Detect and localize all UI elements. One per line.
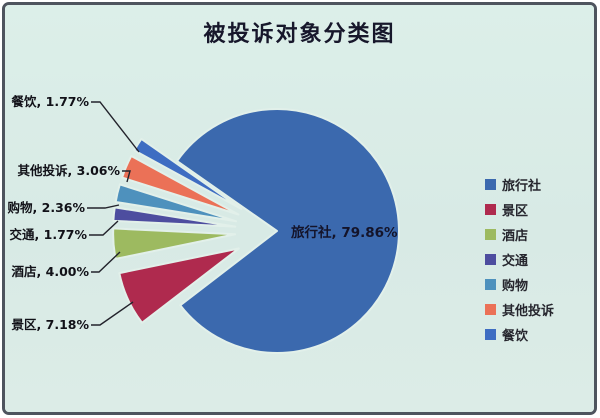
pie-slice-4 bbox=[114, 183, 238, 223]
leader-line-2 bbox=[91, 251, 121, 273]
leader-line-5 bbox=[122, 170, 131, 183]
slice-callout-label-4: 购物, 2.36% bbox=[8, 200, 86, 215]
legend-label: 旅行社 bbox=[502, 179, 542, 194]
legend-label: 交通 bbox=[502, 254, 529, 269]
slice-callout-label-5: 其他投诉, 3.06% bbox=[18, 163, 121, 178]
chart-title: 被投诉对象分类图 bbox=[203, 22, 396, 47]
leader-line-6 bbox=[91, 101, 140, 153]
legend-item-catering: 餐饮 bbox=[485, 322, 554, 347]
chart-panel: 被投诉对象分类图 景区, 7.18% 酒店, 4.00% 交通, 1.77% 购物, … bbox=[2, 2, 597, 415]
legend-item-transport: 交通 bbox=[485, 247, 554, 272]
legend-item-travel-agency: 旅行社 bbox=[485, 172, 554, 197]
slice-callout-label-6: 餐饮, 1.77% bbox=[11, 94, 90, 109]
legend: 旅行社 景区 酒店 交通 购物 其他投诉 bbox=[485, 172, 554, 347]
legend-item-scenic-area: 景区 bbox=[485, 197, 554, 222]
pie-slice-1 bbox=[118, 247, 240, 324]
pie-chart-svg: 景区, 7.18% 酒店, 4.00% 交通, 1.77% 购物, 2.36% 其他投诉… bbox=[8, 94, 400, 354]
slice-callout-label-1: 景区, 7.18% bbox=[12, 317, 90, 332]
pie-slice-6 bbox=[133, 137, 243, 210]
leader-line-4 bbox=[87, 204, 120, 209]
legend-label: 景区 bbox=[502, 204, 529, 219]
slice-inside-label-0: 旅行社, 79.86% bbox=[291, 224, 398, 241]
legend-label: 餐饮 bbox=[502, 329, 529, 344]
legend-label: 酒店 bbox=[502, 229, 529, 244]
pie-slice-3 bbox=[112, 206, 237, 228]
legend-item-hotel: 酒店 bbox=[485, 222, 554, 247]
legend-item-shopping: 购物 bbox=[485, 272, 554, 297]
pie-layer bbox=[112, 108, 400, 354]
legend-swatch-icon bbox=[485, 204, 496, 215]
legend-swatch-icon bbox=[485, 279, 496, 290]
leader-line-1 bbox=[91, 301, 134, 326]
slice-callout-label-2: 酒店, 4.00% bbox=[12, 264, 90, 279]
legend-swatch-icon bbox=[485, 329, 496, 340]
legend-swatch-icon bbox=[485, 229, 496, 240]
legend-swatch-icon bbox=[485, 254, 496, 265]
legend-label: 购物 bbox=[502, 279, 529, 294]
leader-line-3 bbox=[89, 220, 119, 236]
legend-label: 其他投诉 bbox=[502, 304, 555, 319]
callout-layer: 景区, 7.18% 酒店, 4.00% 交通, 1.77% 购物, 2.36% 其他投诉… bbox=[8, 94, 398, 332]
pie-slice-2 bbox=[112, 227, 237, 260]
legend-swatch-icon bbox=[485, 304, 496, 315]
legend-item-other-complaints: 其他投诉 bbox=[485, 297, 554, 322]
pie-slice-5 bbox=[121, 155, 240, 216]
legend-swatch-icon bbox=[485, 179, 496, 190]
pie-slice-0 bbox=[176, 108, 400, 354]
slice-callout-label-3: 交通, 1.77% bbox=[10, 227, 88, 242]
